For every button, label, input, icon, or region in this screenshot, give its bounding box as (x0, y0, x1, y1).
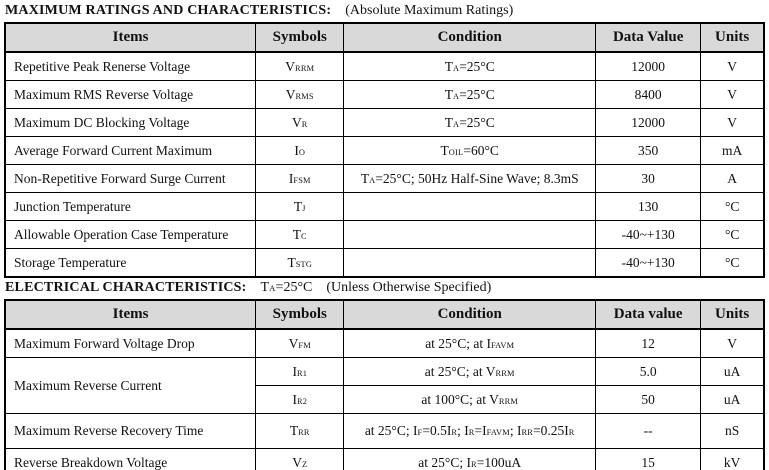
units-cell: V (700, 328, 765, 358)
item-cell: Maximum DC Blocking Voltage (4, 108, 257, 137)
symbol-cell: VZ (255, 448, 345, 470)
column-header-data-value: Data Value (595, 22, 702, 53)
electrical-characteristics-table: Items Symbols Condition Data value Units… (4, 299, 765, 470)
units-cell: V (700, 51, 765, 81)
item-cell: Maximum Reverse Recovery Time (4, 413, 257, 449)
value-cell: -40~+130 (595, 220, 702, 249)
value-cell: 130 (595, 192, 702, 221)
column-header-units: Units (700, 22, 765, 53)
symbol-cell: VRRM (255, 51, 345, 81)
units-cell: °C (700, 192, 765, 221)
units-cell: A (700, 164, 765, 193)
electrical-characteristics-title: ELECTRICAL CHARACTERISTICS: TA=25°C (Unl… (4, 278, 765, 299)
column-header-symbols: Symbols (255, 299, 345, 330)
column-header-symbols: Symbols (255, 22, 345, 53)
units-cell: °C (700, 220, 765, 249)
units-cell: kV (700, 448, 765, 470)
value-cell: 5.0 (595, 357, 702, 386)
column-header-condition: Condition (343, 22, 597, 53)
units-cell: uA (700, 385, 765, 414)
value-cell: 8400 (595, 80, 702, 109)
symbol-cell: TRR (255, 413, 345, 449)
symbol-cell: TC (255, 220, 345, 249)
electrical-characteristics-title-cond: TA=25°C (260, 280, 313, 295)
table-header-row: Items Symbols Condition Data value Units (4, 299, 765, 330)
item-cell: Non-Repetitive Forward Surge Current (4, 164, 257, 193)
table-row: Maximum Reverse Current IR1 at 25°C; at … (4, 357, 765, 414)
units-cell: V (700, 108, 765, 137)
max-ratings-title: MAXIMUM RATINGS AND CHARACTERISTICS: (Ab… (4, 1, 765, 22)
item-cell: Average Forward Current Maximum (4, 136, 257, 165)
units-cell: uA (700, 357, 765, 386)
symbol-cell: IO (255, 136, 345, 165)
symbol-cell: IFSM (255, 164, 345, 193)
condition-cell (343, 220, 597, 249)
value-cell: -40~+130 (595, 248, 702, 278)
electrical-characteristics-title-note: (Unless Otherwise Specified) (326, 280, 492, 295)
table-row: Maximum DC Blocking Voltage VR TA=25°C 1… (4, 108, 765, 137)
table-row: Maximum RMS Reverse Voltage VRMS TA=25°C… (4, 80, 765, 109)
condition-cell: TA=25°C (343, 80, 597, 109)
electrical-characteristics-title-main: ELECTRICAL CHARACTERISTICS: (5, 280, 247, 295)
table-row: Junction Temperature TJ 130 °C (4, 192, 765, 221)
column-header-condition: Condition (343, 299, 597, 330)
max-ratings-table: Items Symbols Condition Data Value Units… (4, 22, 765, 278)
table-row: Allowable Operation Case Temperature TC … (4, 220, 765, 249)
value-cell: 350 (595, 136, 702, 165)
symbol-cell: VRMS (255, 80, 345, 109)
item-cell: Storage Temperature (4, 248, 257, 278)
condition-cell: at 25°C; at VRRM (343, 357, 597, 386)
item-cell: Maximum Reverse Current (4, 357, 257, 414)
value-cell: 15 (595, 448, 702, 470)
item-cell: Allowable Operation Case Temperature (4, 220, 257, 249)
units-cell: nS (700, 413, 765, 449)
table-row: Average Forward Current Maximum IO TOIL=… (4, 136, 765, 165)
symbol-cell: VFM (255, 328, 345, 358)
condition-cell: TA=25°C (343, 108, 597, 137)
value-cell: -- (595, 413, 702, 449)
item-cell: Maximum Forward Voltage Drop (4, 328, 257, 358)
table-row: IR2 at 100°C; at VRRM 50 uA (5, 385, 765, 414)
value-cell: 30 (595, 164, 702, 193)
column-header-data-value: Data value (595, 299, 702, 330)
condition-cell: at 25°C; IR=100uA (343, 448, 597, 470)
table-row: Reverse Breakdown Voltage VZ at 25°C; IR… (4, 448, 765, 470)
table-row: Storage Temperature TSTG -40~+130 °C (4, 248, 765, 278)
symbol-cell: IR1 (255, 357, 345, 386)
symbol-cell: VR (255, 108, 345, 137)
item-cell: Junction Temperature (4, 192, 257, 221)
symbol-cell: TJ (255, 192, 345, 221)
condition-cell: at 25°C; IF=0.5IR; IR=IFAVM; IRR=0.25IR (343, 413, 597, 449)
value-cell: 50 (595, 385, 702, 414)
table-row: Maximum Forward Voltage Drop VFM at 25°C… (4, 328, 765, 358)
table-header-row: Items Symbols Condition Data Value Units (4, 22, 765, 53)
units-cell: °C (700, 248, 765, 278)
condition-cell: at 100°C; at VRRM (343, 385, 597, 414)
value-cell: 12000 (595, 51, 702, 81)
units-cell: mA (700, 136, 765, 165)
item-cell: Reverse Breakdown Voltage (4, 448, 257, 470)
condition-cell: TA=25°C (343, 51, 597, 81)
max-ratings-title-note: (Absolute Maximum Ratings) (345, 3, 514, 18)
value-cell: 12000 (595, 108, 702, 137)
table-row: Maximum Reverse Recovery Time TRR at 25°… (4, 413, 765, 449)
column-header-units: Units (700, 299, 765, 330)
item-cell: Maximum RMS Reverse Voltage (4, 80, 257, 109)
units-cell: V (700, 80, 765, 109)
column-header-items: Items (4, 299, 257, 330)
condition-cell: TA=25°C; 50Hz Half-Sine Wave; 8.3mS (343, 164, 597, 193)
value-cell: 12 (595, 328, 702, 358)
condition-cell (343, 192, 597, 221)
table-row: Non-Repetitive Forward Surge Current IFS… (4, 164, 765, 193)
max-ratings-title-main: MAXIMUM RATINGS AND CHARACTERISTICS: (5, 3, 332, 18)
table-row: Repetitive Peak Renerse Voltage VRRM TA=… (4, 51, 765, 81)
condition-cell (343, 248, 597, 278)
symbol-cell: IR2 (255, 385, 345, 414)
condition-cell: TOIL=60°C (343, 136, 597, 165)
item-cell: Repetitive Peak Renerse Voltage (4, 51, 257, 81)
condition-cell: at 25°C; at IFAVM (343, 328, 597, 358)
column-header-items: Items (4, 22, 257, 53)
symbol-cell: TSTG (255, 248, 345, 278)
